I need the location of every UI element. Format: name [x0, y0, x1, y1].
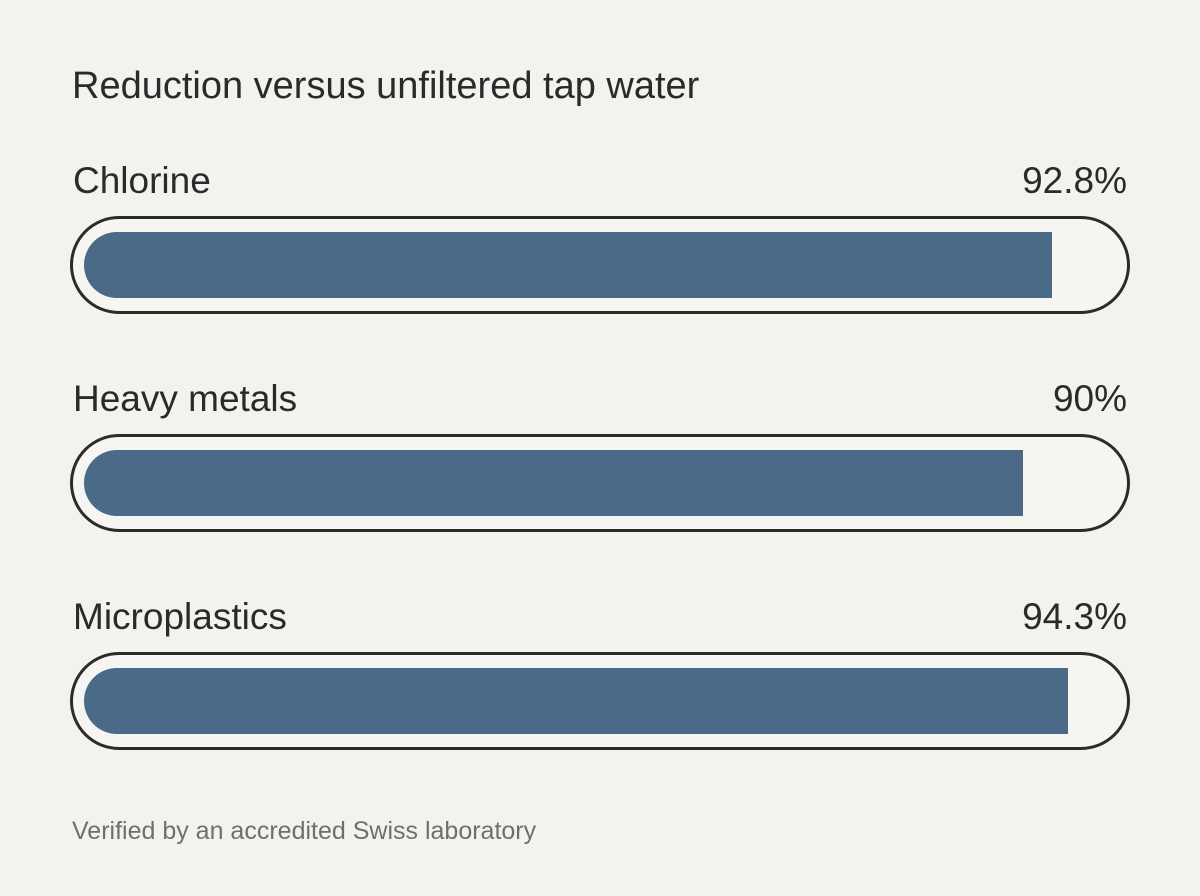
progress-row-microplastics: Microplastics 94.3%	[70, 586, 1130, 804]
progress-track	[70, 216, 1130, 314]
progress-label: Heavy metals	[73, 378, 298, 419]
progress-value: 94.3%	[1022, 596, 1127, 637]
progress-row-header: Heavy metals 90%	[70, 368, 1130, 434]
progress-fill	[84, 450, 1023, 516]
progress-value: 92.8%	[1022, 160, 1127, 201]
progress-label: Chlorine	[73, 160, 211, 201]
progress-row-header: Microplastics 94.3%	[70, 586, 1130, 652]
progress-row-heavy-metals: Heavy metals 90%	[70, 368, 1130, 586]
progress-fill	[84, 668, 1068, 734]
verification-note: Verified by an accredited Swiss laborato…	[72, 817, 537, 845]
progress-value: 90%	[1052, 378, 1127, 419]
progress-row-header: Chlorine 92.8%	[70, 150, 1130, 216]
progress-row-chlorine: Chlorine 92.8%	[70, 150, 1130, 368]
progress-list: Chlorine 92.8% Heavy metals 90% Micropla…	[70, 150, 1130, 804]
progress-label: Microplastics	[73, 596, 287, 637]
chart-title: Reduction versus unfiltered tap water	[72, 65, 700, 107]
progress-track	[70, 434, 1130, 532]
progress-fill	[84, 232, 1052, 298]
progress-track	[70, 652, 1130, 750]
